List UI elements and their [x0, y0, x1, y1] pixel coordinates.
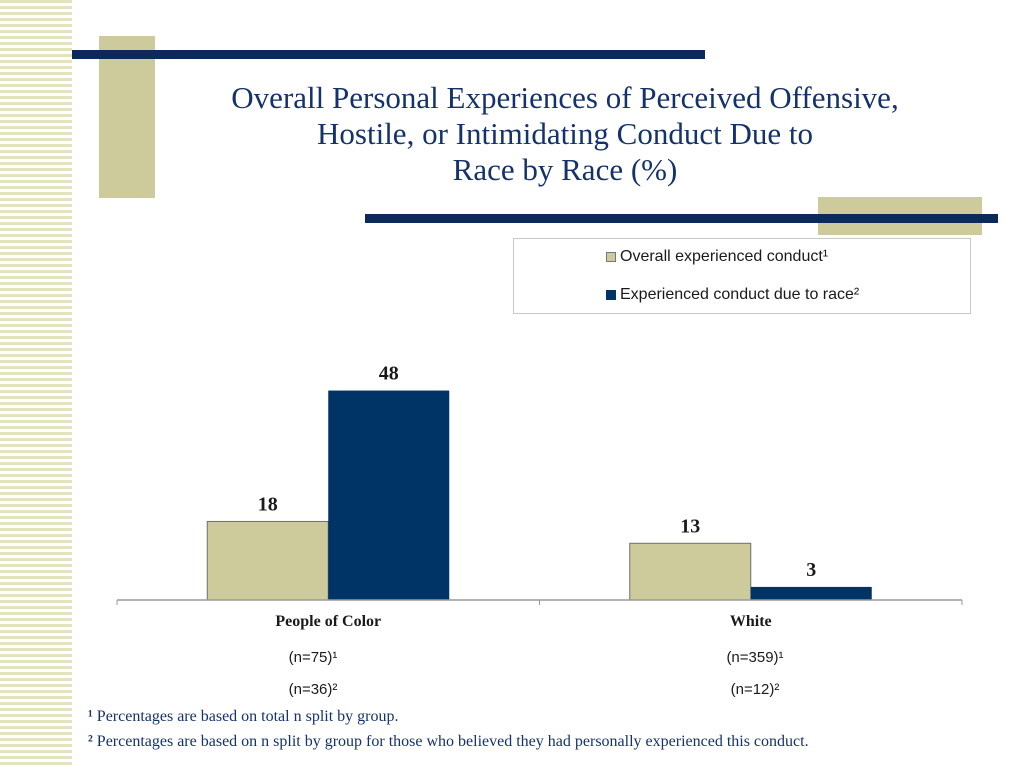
data-label-white-series-2: 3	[806, 559, 816, 581]
footnote-2-text: Percentages are based on n split by grou…	[92, 733, 809, 750]
category-label-people-of-color: People of Color	[275, 613, 381, 630]
bar-white-series-1	[629, 542, 752, 601]
data-label-people-of-color-series-2: 48	[379, 363, 399, 385]
khaki-block-top-left	[99, 36, 155, 198]
footnote-1-text: Percentages are based on total n split b…	[92, 708, 399, 725]
legend-label-race: Experienced conduct due to race²	[620, 286, 860, 303]
chart-legend: Overall experienced conduct¹ Experienced…	[513, 238, 971, 314]
category-label-white: White	[730, 613, 772, 630]
title-line-3: Race by Race (%)	[452, 152, 678, 187]
group-note-n1-white: (n=359)¹	[726, 649, 784, 666]
legend-swatch-overall	[606, 252, 616, 262]
footnote-2: ² Percentages are based on n split by gr…	[88, 733, 809, 751]
footnote-2-mark: ²	[88, 733, 93, 750]
title-line-1: Overall Personal Experiences of Perceive…	[231, 80, 899, 115]
legend-item-overall: Overall experienced conduct¹	[606, 248, 828, 266]
navy-rule-bottom	[365, 214, 998, 223]
bar-people-of-color-series-1	[206, 520, 329, 601]
striped-side-decoration	[0, 0, 72, 768]
group-note-n1-people-of-color: (n=75)¹	[288, 649, 338, 666]
data-label-white-series-1: 13	[680, 515, 700, 537]
navy-rule-top	[72, 50, 705, 59]
legend-item-race: Experienced conduct due to race²	[606, 286, 859, 304]
footnote-1-mark: ¹	[88, 708, 93, 725]
chart-title: Overall Personal Experiences of Perceive…	[170, 80, 960, 188]
legend-swatch-race	[606, 290, 616, 300]
footnote-1: ¹ Percentages are based on total n split…	[88, 708, 399, 726]
group-note-n2-white: (n=12)²	[730, 681, 780, 698]
data-label-people-of-color-series-1: 18	[258, 493, 278, 515]
bar-people-of-color-series-2	[328, 390, 450, 600]
bar-white-series-2	[750, 586, 872, 600]
title-line-2: Hostile, or Intimidating Conduct Due to	[317, 116, 813, 151]
group-note-n2-people-of-color: (n=36)²	[288, 681, 338, 698]
legend-label-overall: Overall experienced conduct¹	[620, 248, 829, 265]
